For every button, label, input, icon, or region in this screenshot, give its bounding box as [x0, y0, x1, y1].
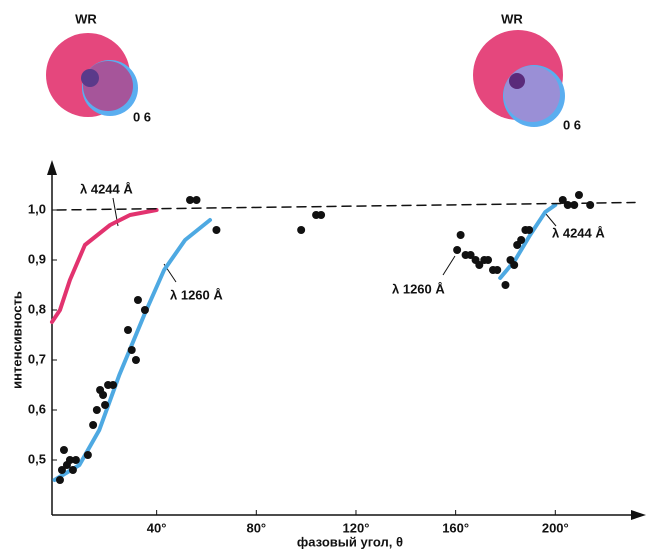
- data-point: [71, 456, 80, 464]
- x-tick-label: 80°: [246, 520, 266, 535]
- y-axis-label: интенсивность: [9, 291, 24, 389]
- data-point: [127, 346, 136, 354]
- inset-title: WR: [75, 11, 97, 26]
- data-point: [501, 281, 510, 289]
- data-point: [574, 191, 583, 199]
- data-point: [317, 211, 326, 219]
- inset-title: WR: [501, 11, 523, 26]
- data-point: [525, 226, 534, 234]
- data-point: [99, 391, 108, 399]
- data-point: [83, 451, 92, 459]
- data-point: [131, 356, 140, 364]
- data-point: [563, 201, 572, 209]
- x-tick-label: 200°: [542, 520, 569, 535]
- annotation: λ 4244 Å: [80, 181, 133, 196]
- data-point: [558, 196, 567, 204]
- reference-line: [56, 201, 636, 211]
- y-tick-label: 1,0: [28, 201, 46, 216]
- curve: [52, 203, 558, 482]
- data-point: [456, 231, 465, 239]
- data-point: [570, 201, 579, 209]
- data-point: [89, 421, 98, 429]
- x-tick-label: 120°: [343, 520, 370, 535]
- data-point: [466, 251, 475, 259]
- data-point: [133, 296, 142, 304]
- inset-right: [473, 30, 565, 127]
- data-point: [186, 196, 195, 204]
- data-point: [475, 261, 484, 269]
- y-arrow: [47, 160, 57, 175]
- y-tick-label: 0,8: [28, 301, 46, 316]
- inset-left: [46, 33, 138, 117]
- annotation: λ 1260 Å: [392, 281, 445, 296]
- inset-label: 0 6: [133, 109, 151, 124]
- data-point: [109, 381, 118, 389]
- data-point: [55, 476, 64, 484]
- data-point: [59, 446, 68, 454]
- data-point: [297, 226, 306, 234]
- data-point: [65, 456, 74, 464]
- annotation: λ 1260 Å: [170, 287, 223, 302]
- y-tick-label: 0,7: [28, 351, 46, 366]
- x-tick-label: 40°: [147, 520, 167, 535]
- data-point: [57, 466, 66, 474]
- data-point: [493, 266, 502, 274]
- x-tick-label: 160°: [442, 520, 469, 535]
- data-point: [192, 196, 201, 204]
- y-tick-label: 0,5: [28, 451, 46, 466]
- data-point: [92, 406, 101, 414]
- y-tick-label: 0,6: [28, 401, 46, 416]
- data-point: [517, 236, 526, 244]
- data-point: [510, 261, 519, 269]
- annotation: λ 4244 Å: [552, 225, 605, 240]
- inset-label: 0 6: [563, 117, 581, 132]
- data-point: [68, 466, 77, 474]
- data-point: [453, 246, 462, 254]
- data-point: [140, 306, 149, 314]
- data-point: [101, 401, 110, 409]
- data-point: [586, 201, 595, 209]
- x-axis-label: фазовый угол, θ: [297, 534, 403, 549]
- data-point: [123, 326, 132, 334]
- data-point: [484, 256, 493, 264]
- y-tick-label: 0,9: [28, 251, 46, 266]
- curve: [50, 208, 159, 324]
- x-arrow: [631, 510, 646, 520]
- data-point: [212, 226, 221, 234]
